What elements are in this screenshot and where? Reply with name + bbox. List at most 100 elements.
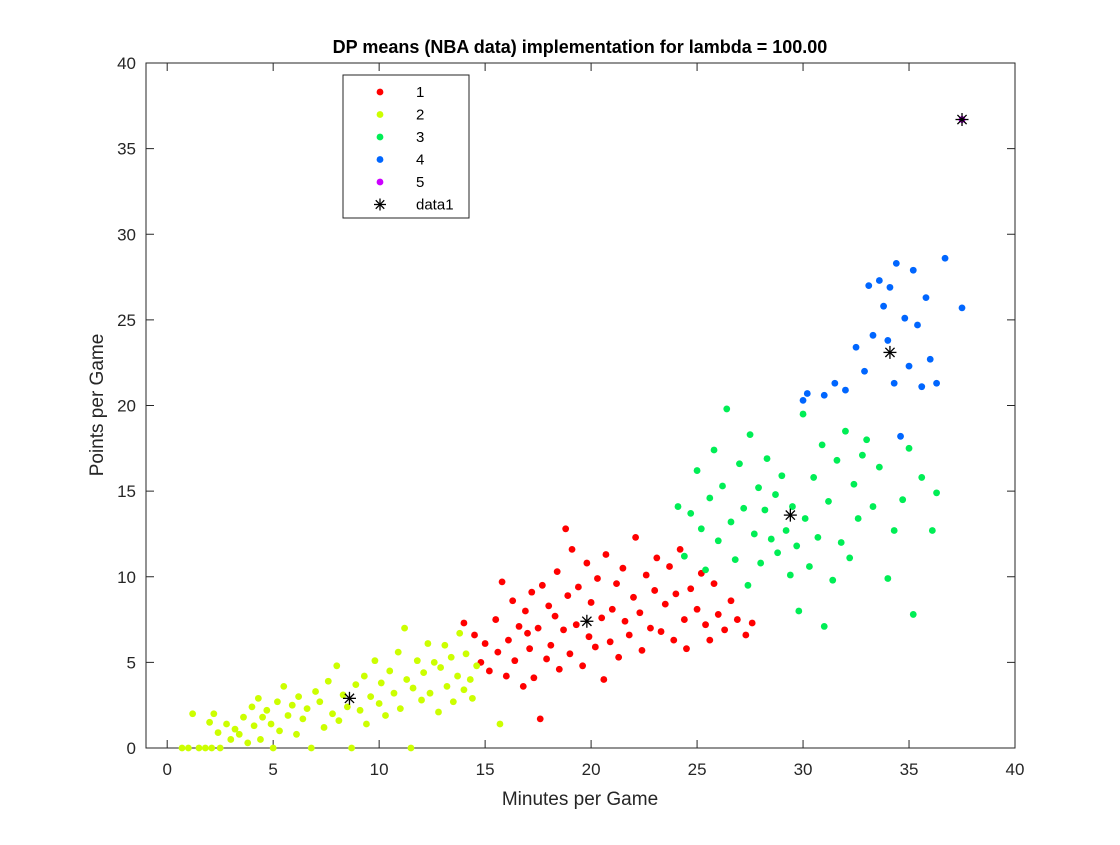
data-point: [288, 701, 296, 709]
data-point: [547, 641, 555, 649]
data-point: [585, 633, 593, 641]
centroid-marker: [883, 345, 897, 359]
legend-item-5: 5: [376, 174, 424, 191]
data-point: [382, 712, 389, 719]
legend-marker: [374, 198, 386, 211]
data-point: [733, 616, 741, 623]
data-point: [693, 605, 701, 613]
y-tick-label: 25: [117, 311, 136, 330]
legend-marker: [376, 88, 384, 96]
data-point: [897, 432, 904, 440]
x-tick-label: 25: [688, 760, 707, 779]
data-point: [594, 575, 601, 582]
data-point: [390, 689, 398, 697]
data-point: [714, 611, 722, 618]
data-point: [714, 537, 722, 545]
data-point: [767, 535, 775, 543]
data-point: [638, 646, 646, 654]
data-point: [394, 648, 402, 656]
series-1: [460, 525, 756, 723]
y-tick-label: 5: [127, 653, 136, 672]
legend-marker: [376, 111, 384, 118]
series-4: [799, 254, 966, 440]
data-point: [850, 480, 858, 488]
data-point: [680, 616, 688, 623]
data-point: [456, 629, 464, 637]
data-point: [674, 503, 682, 510]
data-point: [799, 410, 807, 418]
data-point: [333, 662, 341, 670]
data-point: [566, 650, 574, 658]
data-point: [880, 302, 887, 310]
data-point: [447, 653, 455, 661]
data-point: [303, 705, 311, 713]
data-point: [723, 405, 731, 413]
data-point: [324, 677, 332, 685]
chart-title: DP means (NBA data) implementation for l…: [333, 37, 828, 57]
data-point: [280, 682, 288, 690]
y-tick-label: 35: [117, 140, 136, 159]
data-point: [430, 658, 438, 666]
data-point: [842, 386, 849, 394]
data-point: [295, 693, 303, 701]
data-point: [587, 599, 595, 606]
data-point: [719, 482, 726, 490]
data-point: [905, 362, 913, 370]
data-point: [602, 551, 610, 558]
data-point: [833, 456, 841, 464]
data-point: [274, 698, 281, 706]
data-point: [909, 611, 917, 618]
data-point: [869, 331, 877, 339]
data-point: [621, 617, 629, 625]
data-point: [462, 650, 470, 658]
data-point: [680, 552, 688, 560]
data-point: [651, 587, 659, 594]
data-point: [530, 674, 538, 682]
data-point: [299, 715, 307, 723]
data-point: [810, 474, 818, 481]
data-point: [615, 653, 623, 661]
data-point: [352, 681, 360, 689]
data-point: [466, 676, 474, 683]
data-point: [195, 744, 203, 752]
data-point: [216, 744, 224, 752]
data-point: [263, 706, 271, 714]
data-point: [619, 564, 627, 572]
centroid-marker: [342, 691, 356, 705]
data-point: [786, 571, 794, 579]
data-point: [831, 379, 839, 387]
data-point: [208, 744, 216, 752]
data-point: [254, 694, 262, 702]
data-point: [861, 367, 868, 375]
data-point: [534, 624, 542, 632]
data-point: [519, 682, 527, 690]
data-point: [259, 713, 266, 721]
data-point: [469, 694, 476, 702]
legend-marker: [376, 156, 384, 163]
data-point: [214, 729, 222, 736]
data-point: [496, 720, 504, 728]
data-points: [178, 113, 969, 752]
data-point: [909, 266, 917, 274]
data-point: [875, 277, 883, 284]
data-point: [460, 619, 468, 627]
data-point: [748, 619, 756, 627]
data-point: [670, 636, 678, 644]
data-point: [240, 713, 247, 721]
data-point: [367, 693, 375, 701]
data-point: [625, 631, 633, 639]
data-point: [276, 727, 283, 735]
data-point: [852, 343, 860, 351]
data-point: [875, 463, 883, 471]
data-point: [502, 672, 510, 680]
data-point: [731, 556, 739, 564]
data-point: [420, 669, 428, 677]
data-point: [778, 472, 786, 480]
data-point: [189, 710, 197, 718]
data-point: [248, 703, 256, 711]
data-point: [793, 542, 801, 550]
data-point: [727, 518, 735, 526]
data-point: [799, 396, 807, 404]
data-point: [267, 720, 275, 728]
